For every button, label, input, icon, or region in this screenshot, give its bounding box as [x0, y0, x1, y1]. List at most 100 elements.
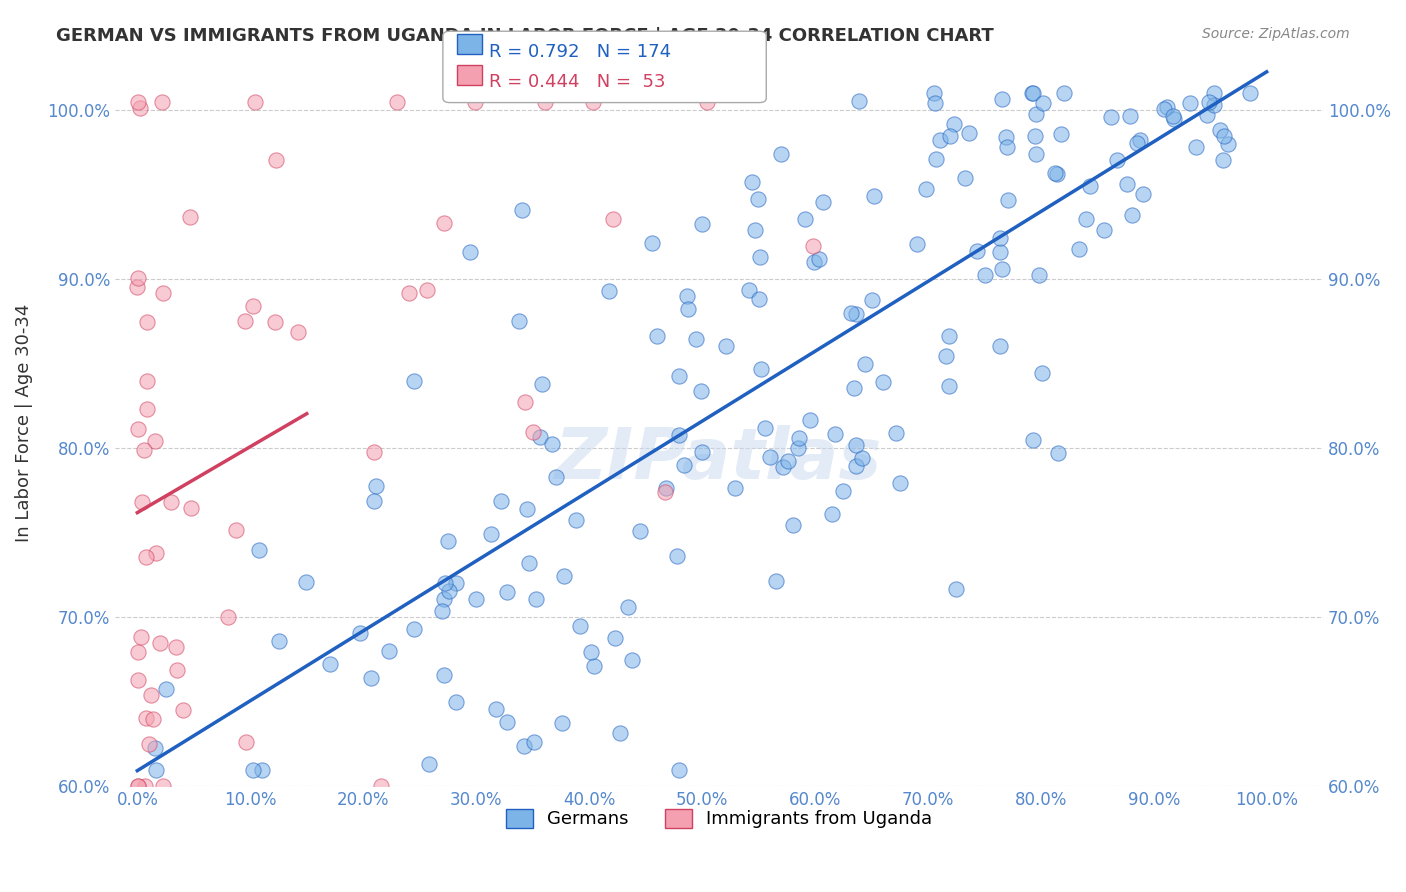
Point [136, 375, 159, 389]
Point [1216, 136, 1239, 151]
Point [136, 315, 159, 329]
Point [363, 445, 385, 459]
Point [565, 513, 588, 527]
Point [1031, 366, 1053, 380]
Point [1129, 133, 1152, 147]
Point [534, 95, 557, 109]
Point [464, 95, 486, 109]
Point [433, 668, 456, 682]
Point [433, 576, 456, 591]
Point [128, 673, 150, 688]
Point [127, 780, 149, 794]
Point [690, 445, 713, 459]
Point [889, 475, 911, 490]
Point [150, 95, 173, 109]
Point [966, 244, 988, 258]
Point [685, 332, 707, 346]
Point [1153, 103, 1175, 117]
Point [242, 763, 264, 777]
Point [690, 384, 713, 398]
Point [134, 780, 156, 794]
Point [524, 592, 547, 607]
Point [489, 494, 512, 508]
Point [620, 653, 643, 667]
Point [748, 251, 770, 265]
Point [994, 130, 1017, 145]
Point [418, 757, 440, 772]
Point [1043, 165, 1066, 179]
Point [437, 534, 460, 549]
Point [1121, 208, 1143, 222]
Point [485, 702, 508, 716]
Point [668, 763, 690, 777]
Point [754, 421, 776, 435]
Point [641, 235, 664, 250]
Point [1125, 136, 1147, 151]
Point [1078, 179, 1101, 194]
Point [938, 329, 960, 343]
Point [915, 182, 938, 196]
Text: R = 0.444   N =  53: R = 0.444 N = 53 [489, 73, 666, 91]
Point [247, 542, 270, 557]
Point [544, 470, 567, 484]
Point [430, 604, 453, 618]
Point [127, 95, 149, 109]
Point [264, 315, 287, 329]
Point [609, 726, 631, 740]
Point [128, 101, 150, 115]
Point [1198, 95, 1220, 109]
Point [770, 146, 793, 161]
Point [155, 681, 177, 696]
Point [444, 695, 467, 709]
Point [988, 244, 1011, 259]
Point [523, 735, 546, 749]
Point [929, 133, 952, 147]
Point [127, 422, 149, 436]
Point [129, 630, 152, 644]
Point [242, 299, 264, 313]
Point [264, 153, 287, 168]
Point [991, 92, 1014, 106]
Point [479, 526, 502, 541]
Point [1021, 87, 1043, 101]
Point [672, 458, 695, 473]
Point [1032, 95, 1054, 110]
Point [553, 568, 575, 582]
Point [398, 286, 420, 301]
Point [845, 438, 868, 452]
Point [433, 216, 456, 230]
Point [437, 583, 460, 598]
Point [1022, 433, 1045, 447]
Point [747, 192, 769, 206]
Point [924, 87, 946, 101]
Point [645, 329, 668, 343]
Point [851, 451, 873, 466]
Point [145, 763, 167, 777]
Point [1099, 111, 1122, 125]
Point [1132, 186, 1154, 201]
Point [508, 314, 530, 328]
Point [152, 780, 174, 794]
Point [1028, 268, 1050, 282]
Point [696, 95, 718, 109]
Point [974, 268, 997, 283]
Point [801, 239, 824, 253]
Point [1046, 446, 1069, 460]
Point [1239, 87, 1261, 101]
Point [172, 703, 194, 717]
Point [458, 244, 481, 259]
Point [811, 194, 834, 209]
Point [1163, 109, 1185, 123]
Point [179, 210, 201, 224]
Point [1213, 128, 1236, 143]
Point [1025, 147, 1047, 161]
Point [855, 357, 877, 371]
Point [252, 763, 274, 777]
Point [1209, 122, 1232, 136]
Point [517, 556, 540, 570]
Point [139, 688, 162, 702]
Point [569, 618, 592, 632]
Point [1178, 96, 1201, 111]
Point [402, 374, 425, 388]
Point [1184, 140, 1206, 154]
